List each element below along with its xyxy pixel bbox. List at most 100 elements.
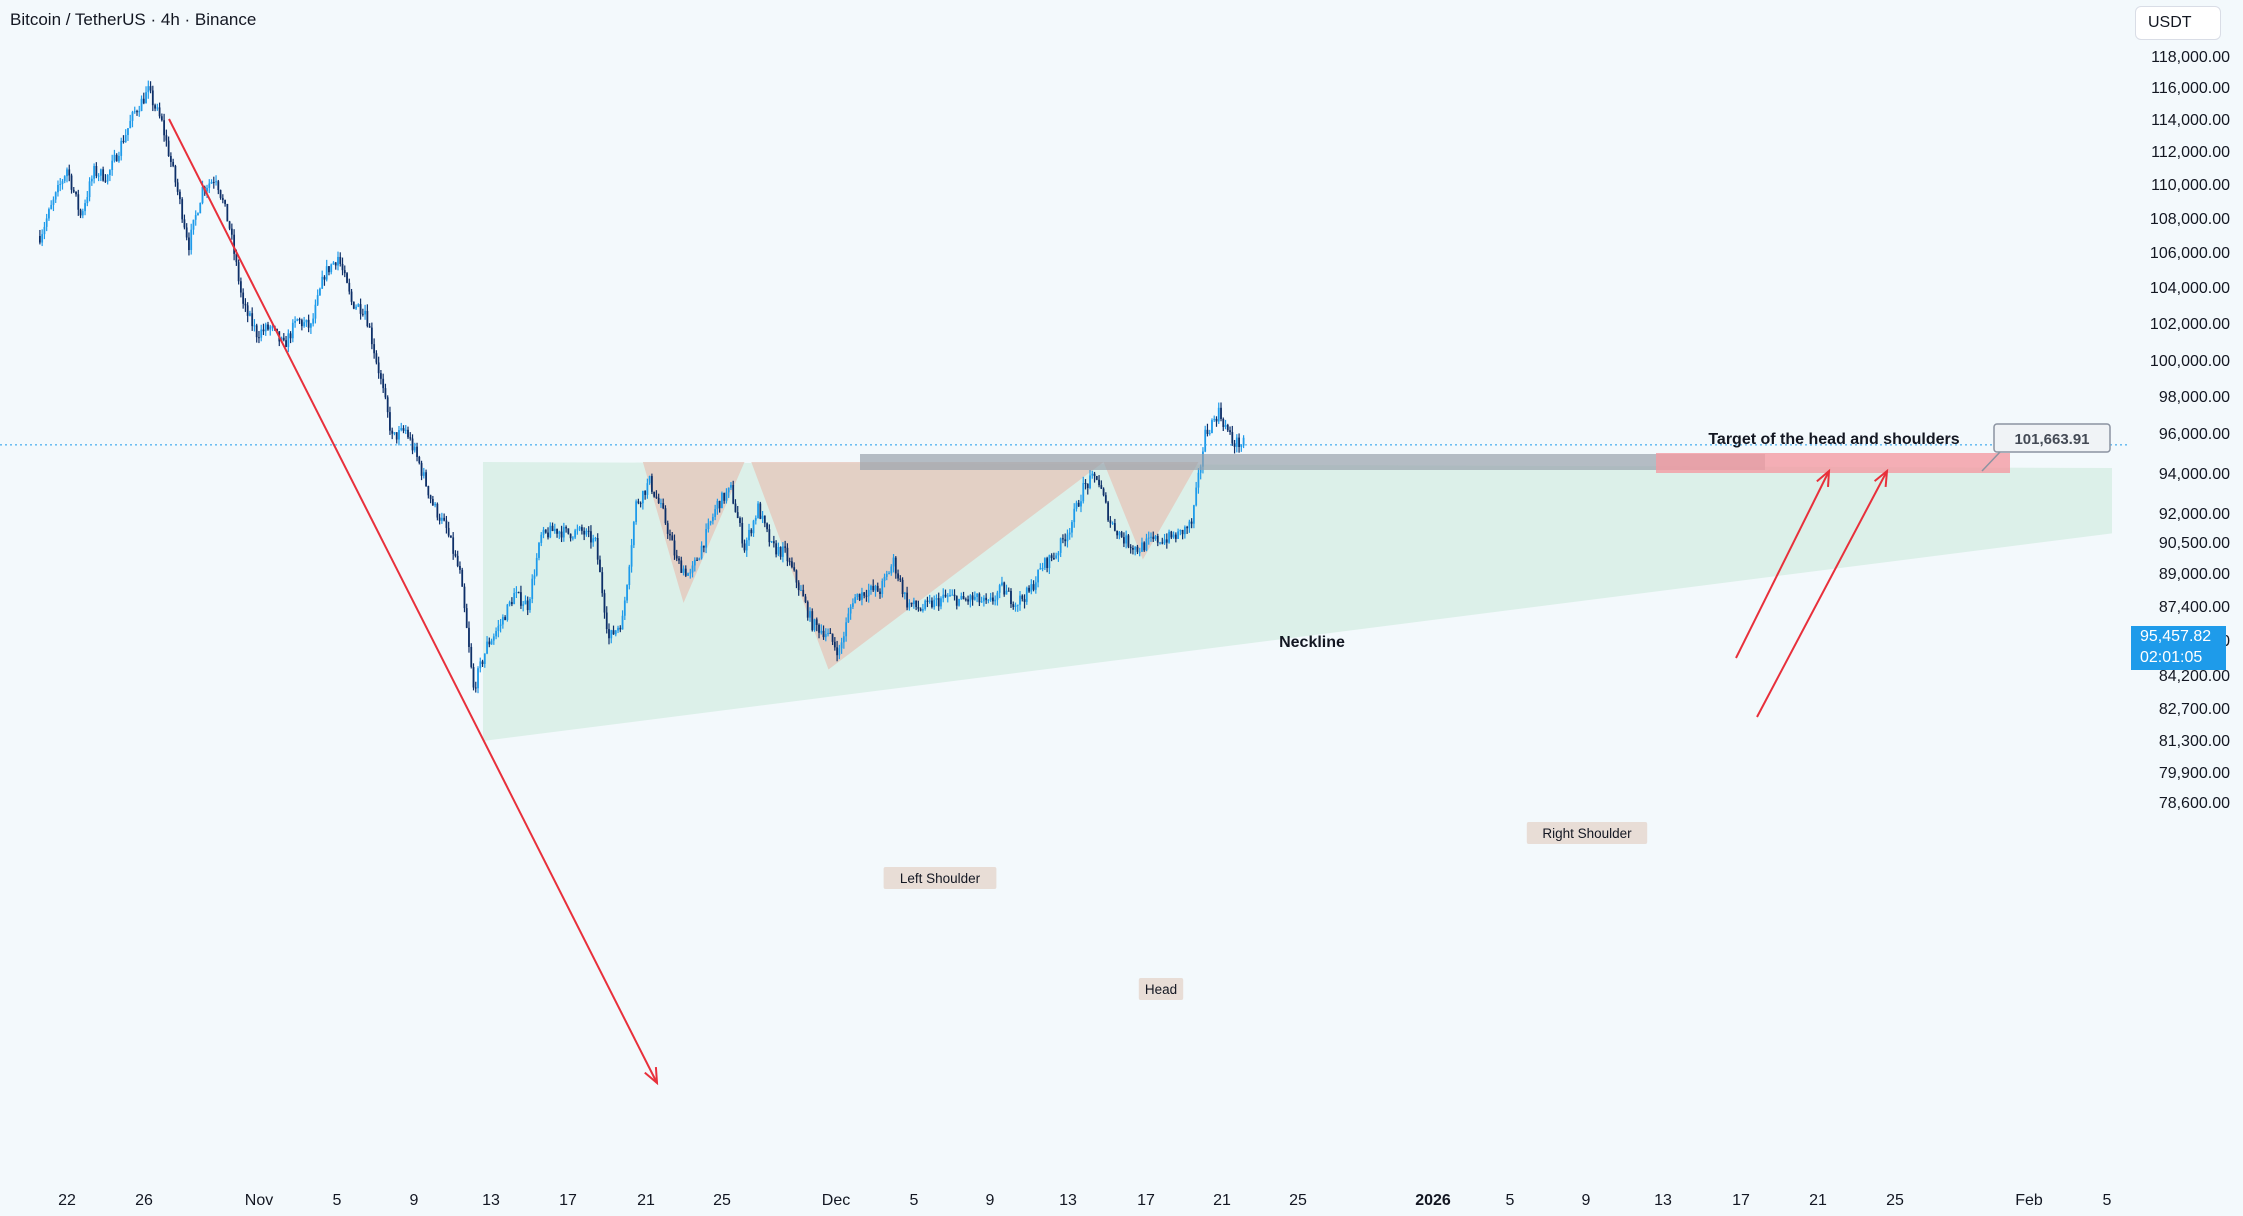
- candle-body[interactable]: [79, 209, 82, 216]
- candle-body[interactable]: [955, 596, 958, 606]
- candle-body[interactable]: [307, 319, 310, 328]
- candle-body[interactable]: [1019, 595, 1021, 605]
- candles-layer[interactable]: [39, 80, 1245, 694]
- candle-body[interactable]: [258, 337, 260, 339]
- candle-body[interactable]: [1231, 432, 1234, 444]
- candle-body[interactable]: [404, 429, 407, 431]
- candle-body[interactable]: [863, 592, 866, 596]
- candle-body[interactable]: [1215, 418, 1218, 422]
- candle-body[interactable]: [630, 545, 633, 567]
- candle-body[interactable]: [106, 175, 109, 182]
- candle-body[interactable]: [727, 487, 730, 493]
- candle-body[interactable]: [1170, 531, 1173, 538]
- candle-body[interactable]: [678, 558, 680, 561]
- candle-body[interactable]: [235, 253, 238, 263]
- candle-body[interactable]: [1193, 505, 1195, 524]
- candle-body[interactable]: [251, 313, 254, 327]
- candle-body[interactable]: [380, 373, 382, 379]
- candle-body[interactable]: [989, 597, 992, 601]
- candle-body[interactable]: [1238, 437, 1240, 448]
- candle-body[interactable]: [495, 631, 497, 637]
- candle-body[interactable]: [619, 627, 622, 630]
- candle-body[interactable]: [373, 344, 376, 354]
- candle-body[interactable]: [928, 600, 931, 602]
- candle-body[interactable]: [323, 276, 326, 280]
- candle-body[interactable]: [1120, 532, 1123, 538]
- candle-body[interactable]: [249, 313, 251, 316]
- candle-body[interactable]: [210, 181, 213, 184]
- candle-body[interactable]: [510, 602, 513, 605]
- candle-body[interactable]: [770, 541, 773, 543]
- candle-body[interactable]: [958, 598, 960, 606]
- candle-body[interactable]: [332, 262, 335, 265]
- candle-body[interactable]: [454, 553, 457, 556]
- candle-body[interactable]: [393, 432, 396, 434]
- candle-body[interactable]: [1104, 495, 1107, 503]
- candle-body[interactable]: [1050, 555, 1053, 559]
- candle-body[interactable]: [450, 535, 452, 538]
- candle-body[interactable]: [745, 540, 748, 551]
- candle-body[interactable]: [1174, 534, 1177, 539]
- candle-body[interactable]: [788, 561, 791, 563]
- candle-body[interactable]: [641, 490, 644, 504]
- candle-body[interactable]: [447, 527, 450, 536]
- candle-body[interactable]: [1030, 584, 1033, 592]
- candle-body[interactable]: [852, 603, 854, 607]
- candle-body[interactable]: [522, 604, 525, 606]
- candle-body[interactable]: [845, 622, 848, 637]
- candle-body[interactable]: [305, 319, 308, 323]
- candle-body[interactable]: [854, 597, 857, 604]
- candle-body[interactable]: [490, 640, 493, 645]
- candle-body[interactable]: [576, 529, 579, 531]
- candle-body[interactable]: [992, 597, 994, 602]
- candle-body[interactable]: [217, 181, 220, 191]
- candle-body[interactable]: [124, 134, 127, 143]
- candle-body[interactable]: [359, 304, 362, 314]
- candle-body[interactable]: [1057, 552, 1060, 556]
- candle-body[interactable]: [1071, 522, 1073, 533]
- candle-body[interactable]: [646, 483, 649, 495]
- candle-body[interactable]: [800, 589, 802, 591]
- candle-body[interactable]: [341, 263, 344, 271]
- candle-body[interactable]: [68, 169, 71, 176]
- candle-body[interactable]: [330, 264, 333, 273]
- candle-body[interactable]: [328, 266, 330, 273]
- candle-body[interactable]: [287, 333, 290, 348]
- candle-body[interactable]: [750, 529, 753, 534]
- candle-body[interactable]: [183, 219, 186, 228]
- candle-body[interactable]: [639, 502, 642, 504]
- candle-body[interactable]: [601, 572, 604, 594]
- candle-body[interactable]: [316, 295, 319, 305]
- candle-body[interactable]: [1012, 604, 1015, 607]
- candle-body[interactable]: [45, 218, 48, 227]
- candle-body[interactable]: [592, 538, 595, 543]
- candle-body[interactable]: [88, 181, 91, 198]
- candle-body[interactable]: [459, 565, 461, 570]
- candle-body[interactable]: [777, 546, 780, 555]
- candle-body[interactable]: [709, 521, 712, 524]
- candle-body[interactable]: [160, 116, 163, 121]
- candle-body[interactable]: [1102, 488, 1105, 496]
- candle-body[interactable]: [122, 140, 125, 143]
- candle-body[interactable]: [1091, 473, 1094, 476]
- candle-body[interactable]: [1107, 502, 1109, 521]
- candle-body[interactable]: [1224, 424, 1227, 427]
- candle-body[interactable]: [169, 155, 172, 162]
- candle-body[interactable]: [924, 600, 927, 609]
- candle-body[interactable]: [133, 111, 136, 113]
- candle-body[interactable]: [1181, 529, 1184, 535]
- candle-body[interactable]: [1016, 604, 1019, 606]
- candle-body[interactable]: [271, 326, 274, 328]
- candle-body[interactable]: [228, 221, 231, 229]
- candle-body[interactable]: [1141, 542, 1143, 552]
- candle-body[interactable]: [682, 568, 685, 573]
- candle-body[interactable]: [190, 229, 193, 251]
- candle-body[interactable]: [734, 503, 737, 513]
- candle-body[interactable]: [48, 209, 50, 219]
- candle-body[interactable]: [456, 555, 459, 566]
- candle-body[interactable]: [781, 546, 784, 557]
- candle-body[interactable]: [84, 203, 86, 212]
- candle-body[interactable]: [621, 615, 624, 630]
- candle-body[interactable]: [420, 463, 423, 476]
- candle-body[interactable]: [897, 573, 899, 579]
